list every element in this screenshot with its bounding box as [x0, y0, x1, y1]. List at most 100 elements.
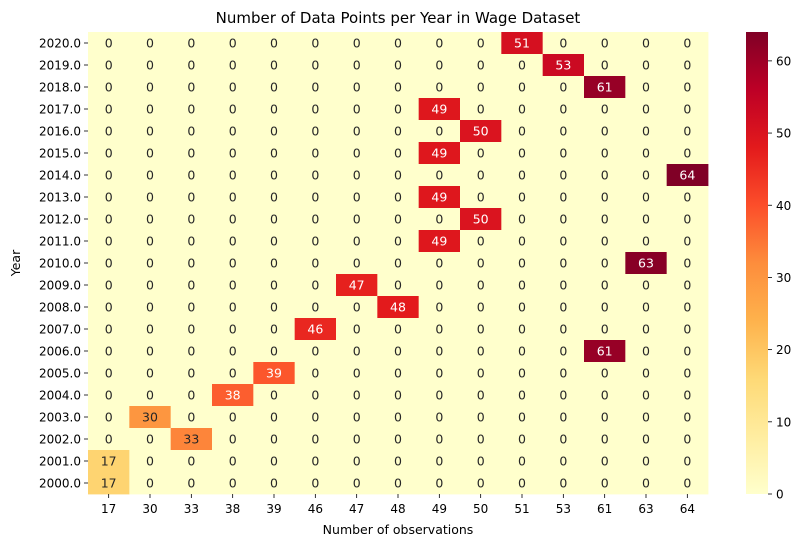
cell-value-label: 0 [229, 212, 237, 227]
cell-value-label: 0 [105, 146, 113, 161]
heatmap-cell [253, 164, 296, 187]
cell-value-label: 0 [683, 410, 691, 425]
cell-value-label: 0 [187, 476, 195, 491]
cell-value-label: 0 [229, 58, 237, 73]
heatmap-cell [584, 450, 626, 473]
cell-value-label: 0 [394, 454, 402, 469]
heatmap-cell [336, 274, 378, 297]
heatmap-cell [129, 164, 172, 187]
heatmap-cell [336, 32, 378, 55]
heatmap-cell [377, 54, 420, 77]
cell-value-label: 0 [518, 256, 526, 271]
heatmap-cell [377, 296, 420, 319]
heatmap-cell [584, 296, 626, 319]
heatmap-cell [584, 274, 626, 297]
heatmap-cell [212, 428, 254, 451]
cell-value-label: 0 [146, 366, 154, 381]
cell-value-label: 49 [431, 102, 447, 117]
cell-value-label: 0 [270, 234, 278, 249]
cell-value-label: 0 [229, 146, 237, 161]
cell-value-label: 0 [270, 454, 278, 469]
cell-value-label: 0 [477, 344, 485, 359]
heatmap-cell [170, 406, 213, 429]
cell-value-label: 0 [683, 124, 691, 139]
cell-value-label: 0 [353, 146, 361, 161]
heatmap-cell [294, 340, 337, 363]
cell-value-label: 0 [518, 322, 526, 337]
colorbar-tick-label: 0 [776, 488, 784, 502]
cell-value-label: 61 [597, 344, 613, 359]
heatmap-cell [418, 318, 461, 341]
cell-value-label: 0 [187, 322, 195, 337]
heatmap-cell [129, 428, 172, 451]
heatmap-cell [542, 32, 585, 55]
heatmap-cell [212, 186, 254, 209]
heatmap-cell [129, 32, 172, 55]
heatmap-cell [460, 318, 502, 341]
cell-value-label: 0 [601, 278, 609, 293]
heatmap-cell [294, 142, 337, 165]
heatmap-cell [253, 142, 296, 165]
heatmap-cell [501, 296, 544, 319]
heatmap-cell [584, 340, 626, 363]
cell-value-label: 0 [105, 366, 113, 381]
heatmap-cell [542, 296, 585, 319]
cell-value-label: 46 [307, 322, 323, 337]
cell-value-label: 0 [559, 454, 567, 469]
cell-value-label: 0 [601, 212, 609, 227]
heatmap-cell [212, 450, 254, 473]
cell-value-label: 0 [311, 80, 319, 95]
cell-value-label: 0 [518, 80, 526, 95]
cell-value-label: 0 [683, 234, 691, 249]
cell-value-label: 0 [642, 212, 650, 227]
heatmap-cell [377, 230, 420, 253]
x-tick-label: 39 [266, 502, 281, 516]
x-tick-label: 17 [101, 502, 116, 516]
cell-value-label: 0 [683, 366, 691, 381]
heatmap-cell [253, 120, 296, 143]
y-tick-label: 2003.0 [39, 411, 81, 425]
cell-value-label: 0 [311, 454, 319, 469]
heatmap-cell [88, 362, 130, 385]
heatmap-cell [129, 318, 172, 341]
cell-value-label: 0 [394, 366, 402, 381]
heatmap-cell [460, 340, 502, 363]
y-tick-label: 2019.0 [39, 59, 81, 73]
heatmap-cell [253, 450, 296, 473]
cell-value-label: 0 [105, 278, 113, 293]
cell-value-label: 0 [311, 58, 319, 73]
heatmap-cell [666, 406, 709, 429]
heatmap-cell [212, 76, 254, 99]
cell-value-label: 0 [353, 388, 361, 403]
cell-value-label: 0 [435, 58, 443, 73]
heatmap-cell [212, 406, 254, 429]
heatmap-cell [625, 142, 668, 165]
cell-value-label: 0 [229, 454, 237, 469]
cell-value-label: 0 [518, 190, 526, 205]
heatmap-cell [460, 54, 502, 77]
cell-value-label: 0 [477, 146, 485, 161]
heatmap-cell [88, 98, 130, 121]
heatmap-cell [584, 98, 626, 121]
cell-value-label: 47 [349, 278, 365, 293]
cell-value-label: 0 [311, 388, 319, 403]
heatmap-cell [460, 208, 502, 231]
heatmap-cell [377, 76, 420, 99]
heatmap-cell [253, 98, 296, 121]
heatmap-cell [501, 120, 544, 143]
cell-value-label: 0 [559, 80, 567, 95]
heatmap-cell [170, 274, 213, 297]
cell-value-label: 0 [353, 168, 361, 183]
cell-value-label: 0 [187, 234, 195, 249]
cell-value-label: 0 [683, 432, 691, 447]
heatmap-cell [542, 120, 585, 143]
heatmap-cell [625, 208, 668, 231]
colorbar: 0 10 20 30 40 50 60 [746, 32, 791, 502]
heatmap-cell [212, 384, 254, 407]
cell-value-label: 0 [435, 168, 443, 183]
cell-value-label: 0 [394, 322, 402, 337]
heatmap-cell [336, 450, 378, 473]
heatmap-cell [377, 208, 420, 231]
cell-value-label: 0 [683, 322, 691, 337]
cell-value-label: 0 [642, 58, 650, 73]
